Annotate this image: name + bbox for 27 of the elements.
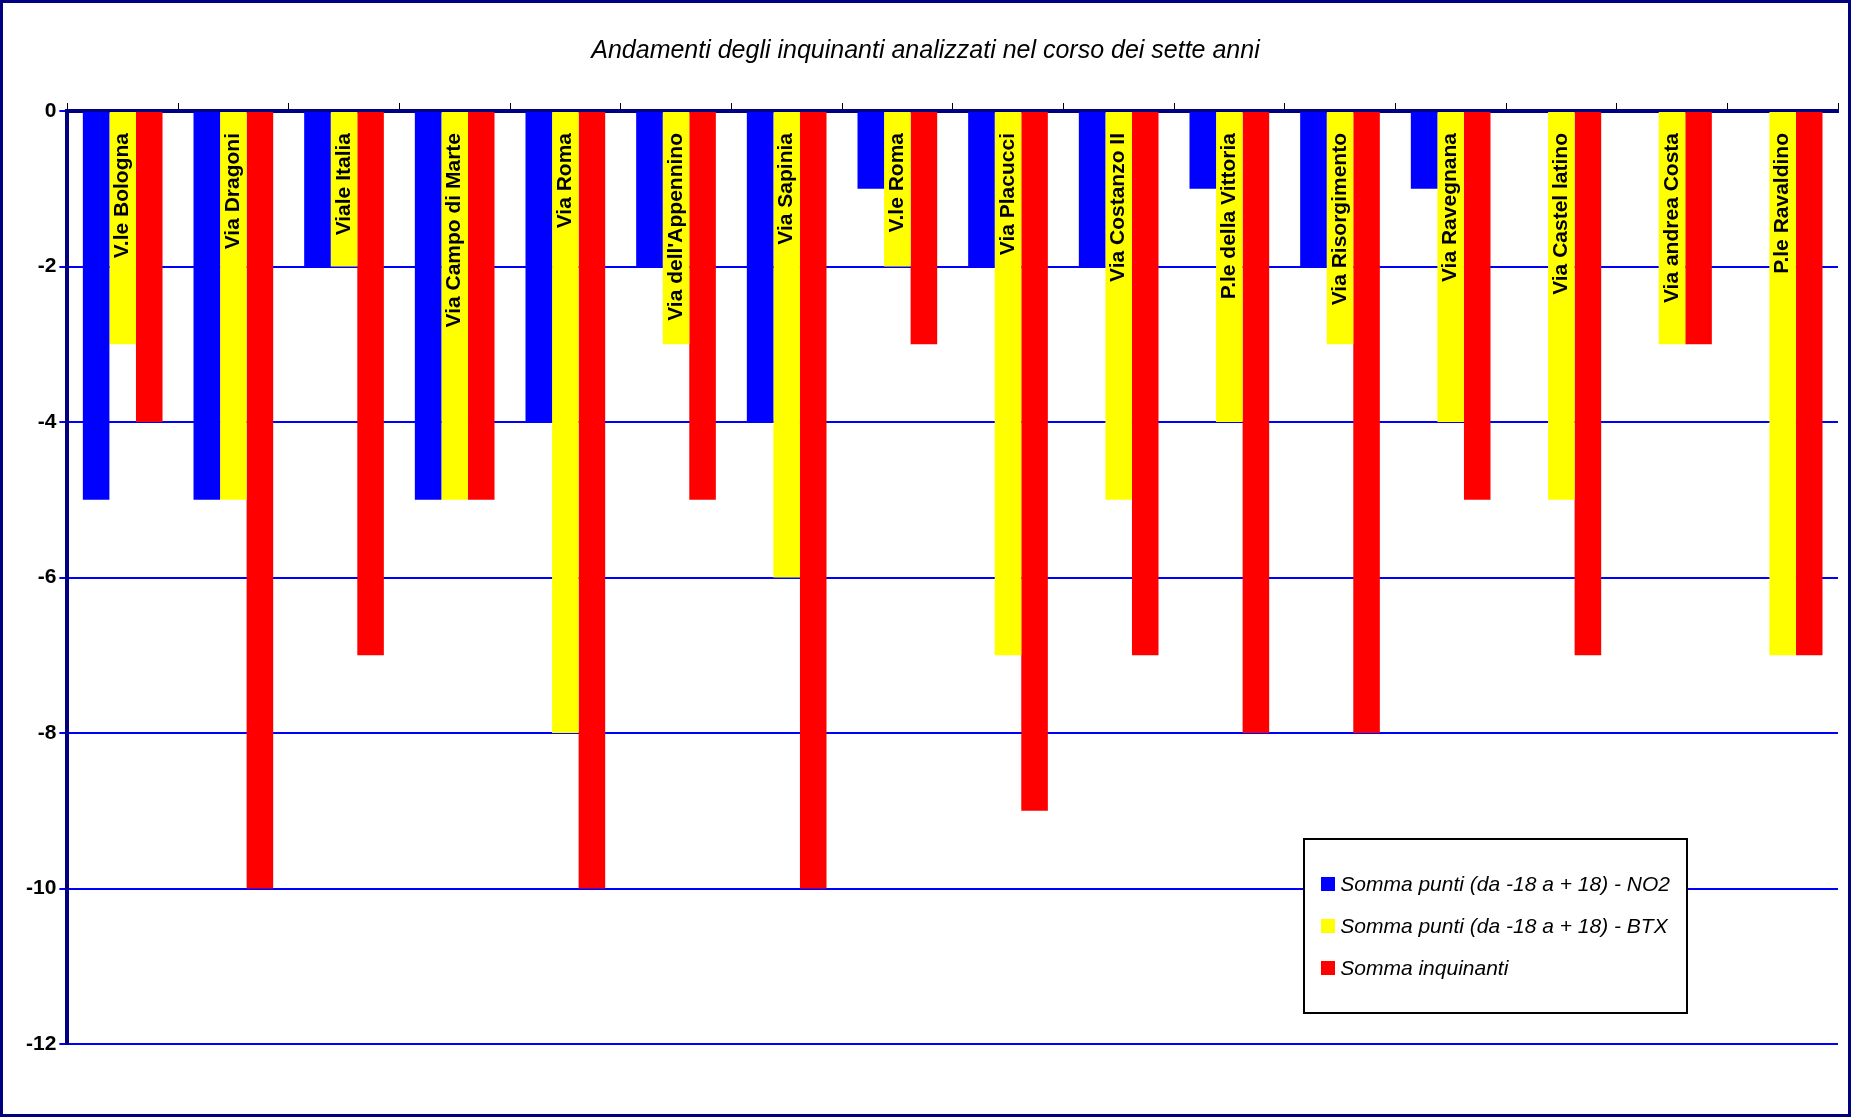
x-tick-label: Via Castel latino [1548,133,1572,295]
y-tick-label: -8 [37,719,57,743]
x-tick-label: Via Costanzo II [1105,133,1129,282]
x-tick-label: Via Ravegnana [1437,132,1461,283]
x-tick-label: Via Dragoni [220,133,244,250]
x-tick-label: Via andrea Costa [1658,132,1682,304]
chart-title: Andamenti degli inquinanti analizzati nel corso dei sette anni [589,35,1262,64]
legend-label: Somma inquinanti [1340,956,1509,980]
x-tick-label: Via Roma [552,132,576,229]
x-tick-label: Via Placucci [994,133,1018,256]
x-tick-label: Via dell'Appennino [662,133,686,321]
y-tick-label: -4 [37,408,57,432]
x-tick-label: Via Campo di Marte [441,133,465,328]
x-tick-label: Viale Italia [330,132,354,236]
x-tick-label: V.le Bologna [109,132,133,259]
y-tick-label: -10 [25,875,57,899]
x-tick-label: P.le Ravaldino [1769,133,1793,274]
y-tick-label: -12 [25,1030,57,1054]
y-tick-label: 0 [44,97,57,121]
x-tick-label: V.le Roma [884,132,908,233]
x-tick-label: Via Sapinia [773,132,797,245]
legend-label: Somma punti (da -18 a + 18) - BTX [1340,914,1668,938]
x-tick-label: Via Risorgimento [1326,133,1350,306]
legend-label: Somma punti (da -18 a + 18) - NO2 [1340,872,1670,896]
y-tick-label: -6 [37,564,57,588]
y-tick-label: -2 [37,253,57,277]
x-tick-label: P.le della Vittoria [1216,132,1240,300]
